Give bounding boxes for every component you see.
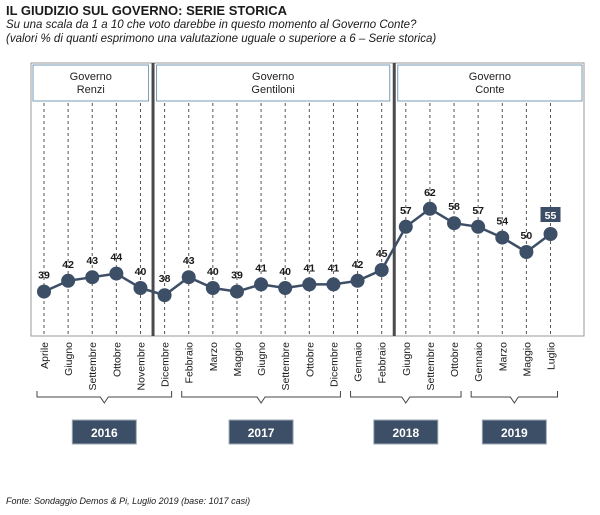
data-label: 41 [255, 262, 267, 274]
data-label: 38 [159, 273, 171, 285]
data-point [278, 281, 293, 295]
x-tick-label: Settembre [87, 342, 99, 391]
data-point [157, 288, 172, 303]
year-box [71, 419, 137, 445]
data-point [398, 219, 413, 234]
year-brace [36, 391, 173, 404]
data-point [471, 219, 486, 234]
x-tick-label: Giugno [63, 342, 75, 376]
chart-title: IL GIUDIZIO SUL GOVERNO: SERIE STORICA [6, 3, 287, 18]
data-label: 54 [496, 216, 508, 228]
data-point [422, 201, 437, 216]
data-point [519, 245, 534, 259]
data-point [181, 270, 196, 285]
x-tick-label: Dicembre [328, 342, 340, 387]
data-point [61, 273, 76, 288]
data-label: 42 [62, 259, 74, 271]
data-label: 57 [472, 205, 484, 217]
x-tick-label: Marzo [208, 342, 220, 371]
year-box [228, 419, 294, 445]
government-header-box [156, 64, 391, 102]
data-label: 57 [400, 205, 412, 217]
x-tick-label: Maggio [521, 342, 533, 377]
data-point [205, 281, 220, 295]
year-label: 2017 [248, 426, 275, 440]
government-header-box [32, 64, 150, 102]
data-label: 41 [303, 262, 315, 274]
data-point [350, 273, 365, 288]
data-point [302, 277, 317, 292]
x-tick-label: Gennaio [473, 342, 485, 382]
data-label: 41 [328, 262, 340, 274]
government-label: Gentiloni [251, 84, 294, 96]
data-point [447, 216, 462, 231]
year-label: 2019 [501, 426, 528, 440]
data-label: 40 [207, 266, 219, 278]
government-label: Governo [70, 71, 112, 83]
data-label: 40 [135, 266, 147, 278]
year-label: 2018 [392, 426, 419, 440]
x-tick-label: Febbraio [184, 342, 196, 384]
series-line [43, 207, 552, 297]
highlight-label-box [540, 207, 561, 222]
x-tick-label: Febbraio [377, 342, 389, 384]
data-label: 44 [111, 252, 123, 264]
x-tick-label: Giugno [256, 342, 268, 376]
year-box [481, 419, 547, 445]
data-label: 43 [86, 255, 98, 267]
x-tick-label: Giugno [401, 342, 413, 376]
year-box [373, 419, 439, 445]
data-point [109, 266, 124, 281]
x-tick-label: Ottobre [449, 342, 461, 377]
x-tick-label: Novembre [135, 342, 147, 391]
data-label: 43 [183, 255, 195, 267]
data-label: 39 [231, 270, 243, 282]
data-point [374, 263, 389, 277]
government-label: Governo [469, 71, 511, 83]
chart-subtitle-question: Su una scala da 1 a 10 che voto darebbe … [6, 19, 417, 31]
x-tick-label: Luglio [546, 342, 558, 370]
data-point [229, 284, 244, 299]
data-point [495, 230, 510, 245]
x-tick-label: Marzo [497, 342, 509, 371]
data-point [326, 277, 341, 292]
government-header-box [397, 64, 583, 102]
plot-frame [30, 62, 585, 337]
year-brace [350, 391, 462, 404]
x-tick-label: Settembre [425, 342, 437, 391]
data-label: 40 [279, 266, 291, 278]
year-label: 2016 [91, 426, 118, 440]
data-point [85, 270, 100, 285]
x-tick-label: Dicembre [160, 342, 172, 387]
x-tick-label: Gennaio [353, 342, 365, 382]
x-tick-label: Ottobre [304, 342, 316, 377]
source-note: Fonte: Sondaggio Demos & Pi, Luglio 2019… [6, 496, 251, 506]
government-label: Governo [252, 71, 294, 83]
year-brace [181, 391, 341, 404]
data-label: 39 [38, 270, 50, 282]
x-tick-label: Aprile [39, 342, 51, 369]
government-label: Conte [475, 84, 504, 96]
x-tick-label: Maggio [232, 342, 244, 377]
data-point [133, 281, 148, 295]
data-label: 58 [448, 201, 460, 213]
x-tick-label: Ottobre [111, 342, 123, 377]
data-point [543, 227, 558, 241]
data-label: 50 [521, 230, 533, 242]
data-label: 55 [545, 210, 557, 222]
data-label: 42 [352, 259, 364, 271]
data-label: 62 [424, 187, 436, 199]
government-label: Renzi [77, 84, 105, 96]
data-label: 45 [376, 248, 388, 260]
data-point [37, 284, 51, 299]
year-brace [470, 391, 559, 404]
data-point [254, 277, 269, 292]
x-tick-label: Settembre [280, 342, 292, 391]
chart-subtitle-note: (valori % di quanti esprimono una valuta… [6, 33, 437, 45]
